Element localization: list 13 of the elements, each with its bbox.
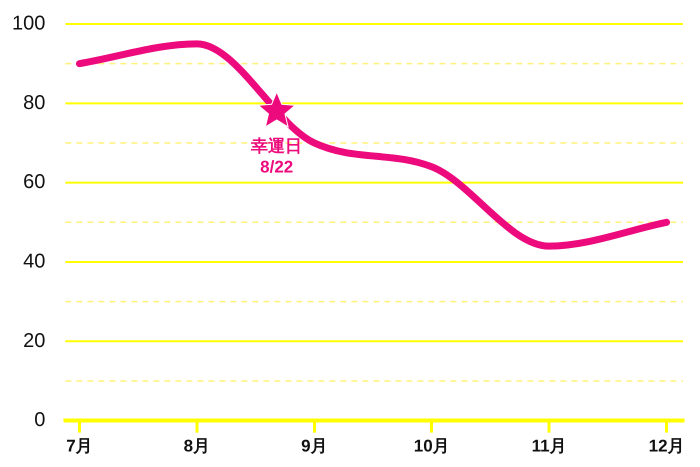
- x-tick-label: 9月: [301, 436, 328, 456]
- y-tick-label: 40: [23, 250, 46, 272]
- x-tick-label: 11月: [532, 436, 567, 456]
- y-tick-label: 60: [23, 171, 46, 194]
- x-tick-label: 12月: [648, 436, 685, 456]
- annotation: 幸運日 8/22: [250, 136, 302, 176]
- x-tick-label: 10月: [414, 436, 450, 456]
- x-tick-label: 7月: [66, 436, 93, 456]
- x-tick-label: 8月: [184, 436, 210, 456]
- y-tick-label: 80: [23, 92, 46, 114]
- y-tick-label: 20: [23, 330, 46, 352]
- y-tick-label: 0: [34, 409, 46, 432]
- y-tick-label: 100: [12, 12, 46, 35]
